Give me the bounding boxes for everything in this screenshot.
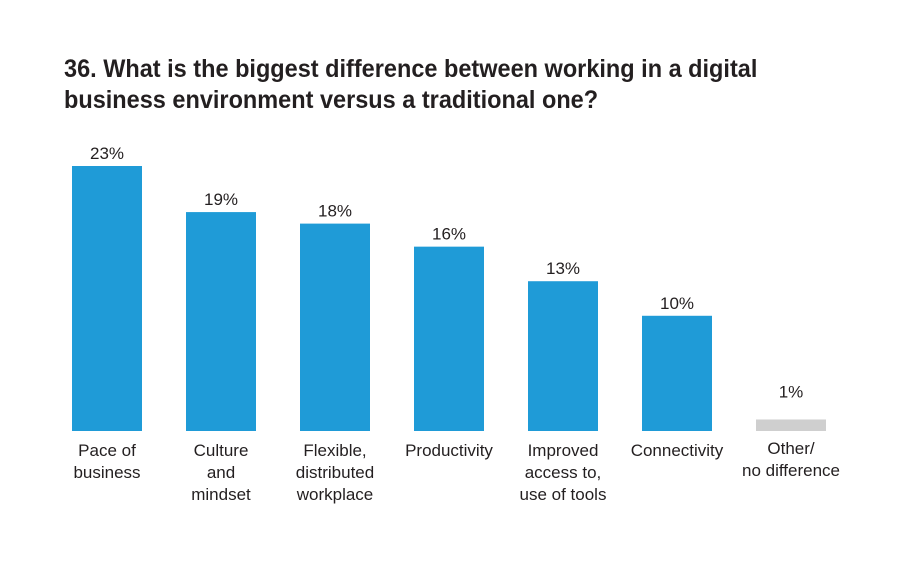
- value-label-1: 23%: [90, 144, 124, 163]
- value-label-4: 16%: [432, 225, 466, 244]
- bar-6: [642, 315, 712, 431]
- category-label-2-line-3: mindset: [191, 485, 251, 504]
- bar-7: [756, 419, 826, 431]
- category-label-3-line-1: Flexible,: [303, 441, 366, 460]
- category-label-2-line-1: Culture: [194, 441, 249, 460]
- category-label-1-line-1: Pace of: [78, 441, 136, 460]
- bar-2: [186, 212, 256, 431]
- category-label-4-line-1: Productivity: [405, 441, 493, 460]
- bar-4: [414, 246, 484, 431]
- value-label-3: 18%: [318, 202, 352, 221]
- bar-3: [300, 223, 370, 431]
- category-label-5-line-2: access to,: [525, 463, 602, 482]
- value-label-2: 19%: [204, 190, 238, 209]
- value-label-5: 13%: [546, 259, 580, 278]
- category-label-3-line-3: workplace: [296, 485, 374, 504]
- category-label-5-line-3: use of tools: [520, 485, 607, 504]
- value-label-7: 1%: [779, 382, 804, 401]
- bar-1: [72, 166, 142, 431]
- value-label-6: 10%: [660, 294, 694, 313]
- category-label-3-line-2: distributed: [296, 463, 374, 482]
- chart-title: 36. What is the biggest difference betwe…: [64, 55, 758, 114]
- category-label-7-line-1: Other/: [767, 439, 815, 458]
- category-label-2-line-2: and: [207, 463, 235, 482]
- category-label-1-line-2: business: [73, 463, 140, 482]
- category-label-5-line-1: Improved: [528, 441, 599, 460]
- category-label-7-line-2: no difference: [742, 461, 840, 480]
- category-label-6-line-1: Connectivity: [631, 441, 724, 460]
- bar-5: [528, 281, 598, 431]
